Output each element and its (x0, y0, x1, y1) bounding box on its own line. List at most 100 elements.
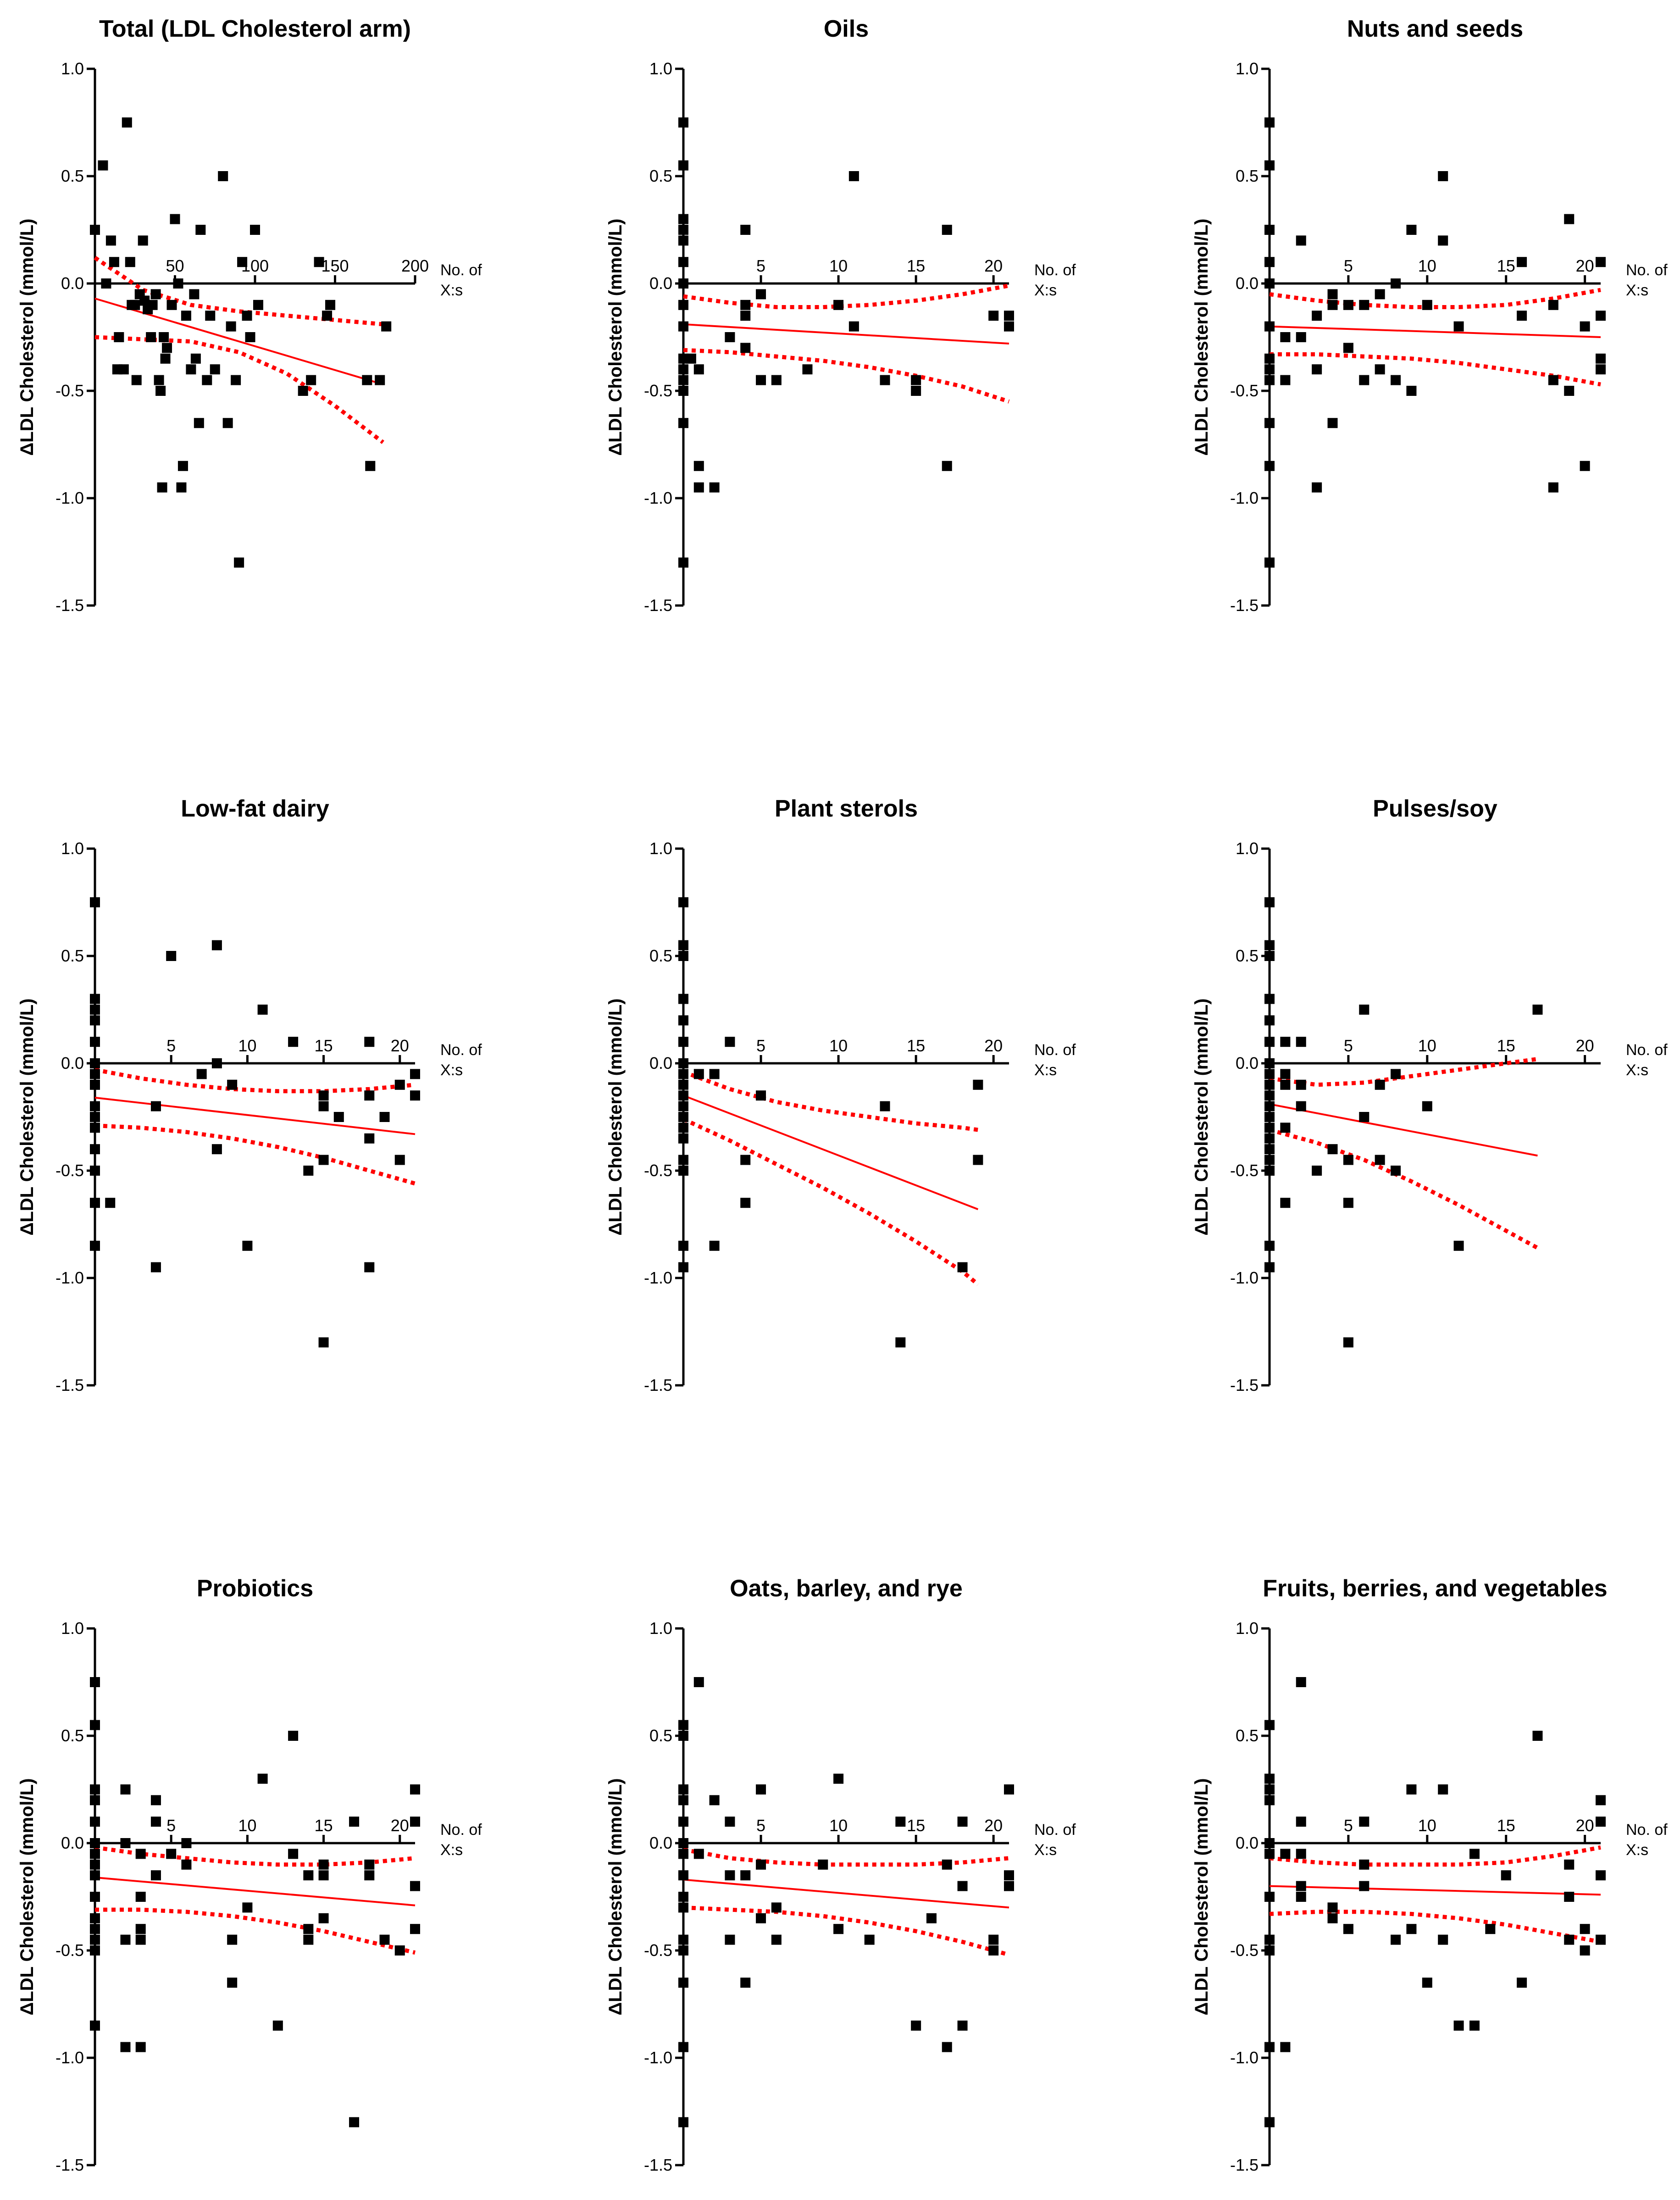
data-point (678, 1155, 688, 1165)
data-point (147, 300, 158, 310)
data-point (1264, 1945, 1275, 1956)
data-point (90, 1079, 100, 1090)
data-point (1469, 1849, 1480, 1859)
data-point (177, 461, 188, 471)
data-point (1343, 300, 1353, 310)
data-point (1359, 1112, 1370, 1122)
data-point (678, 1784, 688, 1794)
y-tick-label: -1.5 (1230, 1376, 1259, 1394)
x-tick-label: 20 (391, 1036, 409, 1055)
data-point (1264, 1795, 1275, 1806)
data-point (1280, 1079, 1291, 1090)
data-point (1296, 332, 1306, 342)
panel-6: Pulses/soy 1.0 0.5 0.0 -0.5 -1.0 -1.5 5 10 15 20 No… (1192, 795, 1668, 1394)
data-point (410, 1784, 420, 1794)
data-point (1264, 951, 1275, 961)
data-point (90, 1934, 100, 1945)
data-point (1406, 386, 1417, 396)
data-point (693, 461, 704, 471)
data-point (1596, 353, 1606, 364)
data-point (135, 1934, 146, 1945)
data-point (911, 375, 921, 385)
data-point (1264, 1892, 1275, 1902)
data-point (306, 375, 316, 385)
data-point (1548, 300, 1558, 310)
data-point (693, 1069, 704, 1079)
data-point (678, 1817, 688, 1827)
y-tick-label: 0.0 (61, 1833, 84, 1852)
data-point (1548, 375, 1558, 385)
data-point (122, 117, 132, 128)
y-tick-label: 0.5 (1236, 167, 1259, 185)
fit-line (1269, 1103, 1538, 1157)
panel-5: Plant sterols 1.0 0.5 0.0 -0.5 -1.0 -1.5 5 10 15 2… (605, 795, 1076, 1394)
y-tick-label: -1.5 (55, 2156, 84, 2174)
data-point (1280, 1037, 1291, 1047)
data-point (146, 332, 156, 342)
data-point (709, 1069, 720, 1079)
y-tick-label: -0.5 (55, 1161, 84, 1180)
ci-lower-line (683, 348, 1010, 404)
data-point (678, 418, 688, 428)
data-point (314, 257, 324, 267)
data-point (90, 1101, 100, 1111)
data-point (1264, 2042, 1275, 2052)
data-point (725, 1037, 735, 1047)
data-point (1532, 1731, 1543, 1741)
data-point (196, 1069, 207, 1079)
data-point (709, 1795, 720, 1806)
x-axis-label-line: No. of (1034, 1041, 1076, 1059)
data-point (98, 160, 108, 171)
data-point (1004, 1881, 1014, 1891)
panel-2: Oils 1.0 0.5 0.0 -0.5 -1.0 -1.5 5 10 15 20 No. of X:… (605, 16, 1076, 615)
panel-title: Oats, barley, and rye (730, 1575, 963, 1602)
data-point (105, 1198, 116, 1208)
y-axis-title: ΔLDL Cholesterol (mmol/L) (1192, 999, 1212, 1236)
y-tick-label: 0.5 (1236, 946, 1259, 965)
data-point (1580, 461, 1590, 471)
data-point (379, 1112, 390, 1122)
y-tick-label: 0.0 (61, 274, 84, 293)
data-point (231, 375, 241, 385)
x-tick-label: 20 (984, 256, 1003, 275)
data-point (135, 2042, 146, 2052)
data-point (135, 1849, 146, 1859)
x-axis-label: No. of X:s (1034, 261, 1076, 299)
data-point (303, 1934, 314, 1945)
x-tick-label: 5 (166, 1036, 176, 1055)
data-point (1264, 557, 1275, 568)
data-point (926, 1913, 937, 1923)
data-point (364, 1859, 375, 1870)
data-point (120, 1784, 131, 1794)
data-point (1312, 1166, 1322, 1176)
data-point (1438, 1934, 1448, 1945)
fit-line (683, 1094, 979, 1211)
data-point (678, 994, 688, 1004)
data-point (1343, 1155, 1353, 1165)
data-point (1327, 418, 1338, 428)
data-point (364, 1870, 375, 1881)
data-point (1264, 1166, 1275, 1176)
y-axis-title: ΔLDL Cholesterol (mmol/L) (17, 999, 37, 1236)
data-point (1280, 1122, 1291, 1133)
y-axis-title: ΔLDL Cholesterol (mmol/L) (605, 219, 626, 456)
data-point (101, 278, 111, 289)
data-point (364, 1133, 375, 1144)
data-point (678, 1978, 688, 1988)
y-tick-label: -1.0 (1230, 489, 1259, 507)
data-point (1264, 364, 1275, 375)
data-point (678, 1849, 688, 1859)
data-point (1596, 311, 1606, 321)
y-tick-label: -1.0 (1230, 2048, 1259, 2067)
data-point (303, 1166, 314, 1176)
data-point (1004, 321, 1014, 332)
x-axis-label-line: No. of (440, 261, 482, 279)
x-tick-label: 5 (756, 256, 765, 275)
fit-line (94, 1876, 416, 1906)
panel-8: Oats, barley, and rye 1.0 0.5 0.0 -0.5 -1.0 -1… (605, 1575, 1076, 2174)
data-point (1264, 1838, 1275, 1848)
data-point (1296, 1881, 1306, 1891)
x-tick-label: 15 (315, 1036, 333, 1055)
y-tick-label: 0.0 (61, 1054, 84, 1072)
